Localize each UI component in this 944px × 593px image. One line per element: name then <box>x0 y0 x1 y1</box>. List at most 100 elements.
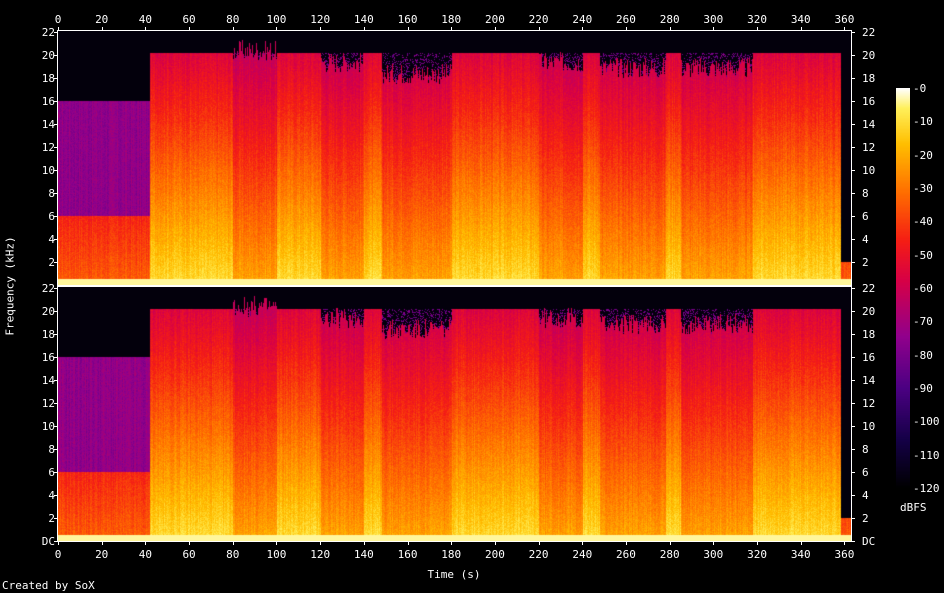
x-tick-mark <box>757 27 759 30</box>
y-tick-mark <box>54 402 57 404</box>
x-tick-label-top: 360 <box>834 13 855 26</box>
x-tick-label-bottom: 360 <box>834 548 855 561</box>
y-tick-mark <box>54 238 57 240</box>
y-tick-mark <box>54 310 57 312</box>
y-tick-mark <box>54 287 57 289</box>
y-tick-mark <box>54 379 57 381</box>
colorbar-tick-label: -120 <box>913 482 940 495</box>
x-tick-mark <box>800 27 802 30</box>
x-tick-label-top: 240 <box>572 13 593 26</box>
y-tick-label-left: 4 <box>48 232 55 246</box>
y-tick-mark <box>852 517 855 519</box>
y-tick-mark <box>54 333 57 335</box>
y-tick-mark <box>852 54 855 56</box>
y-tick-label-left: 10 <box>41 419 55 433</box>
x-tick-mark <box>363 27 365 30</box>
y-tick-label-right: 18 <box>862 71 876 85</box>
y-tick-label-right: 4 <box>862 232 869 246</box>
x-tick-mark <box>582 542 584 545</box>
y-tick-mark <box>852 356 855 358</box>
x-tick-mark <box>451 27 453 30</box>
y-tick-mark <box>852 215 855 217</box>
colorbar <box>896 88 910 488</box>
x-tick-mark <box>58 542 59 545</box>
x-tick-label-bottom: 320 <box>747 548 767 561</box>
y-tick-mark <box>852 192 855 194</box>
y-tick-mark <box>852 310 855 312</box>
x-tick-label-bottom: 140 <box>353 548 374 561</box>
x-tick-label-top: 0 <box>54 13 62 26</box>
y-tick-label-left: 16 <box>41 94 55 108</box>
y-tick-mark <box>852 169 855 171</box>
x-tick-mark <box>844 542 846 545</box>
y-tick-mark <box>54 123 57 125</box>
x-tick-mark <box>101 542 103 545</box>
y-tick-mark <box>54 517 57 519</box>
y-tick-label-left: 22 <box>41 25 55 39</box>
y-tick-mark <box>852 77 855 79</box>
x-tick-mark <box>713 542 715 545</box>
x-tick-label-top: 340 <box>790 13 811 26</box>
x-tick-label-bottom: 100 <box>266 548 287 561</box>
y-tick-mark <box>54 541 57 542</box>
y-tick-label-right: 4 <box>862 488 869 502</box>
y-tick-label-right: 22 <box>862 25 876 39</box>
x-tick-mark <box>800 542 802 545</box>
x-tick-label-top: 140 <box>353 13 374 26</box>
y-tick-label-right: 6 <box>862 465 869 479</box>
colorbar-tick-label: -70 <box>913 315 933 329</box>
colorbar-tick-label: -60 <box>913 282 933 295</box>
y-tick-label-right: 20 <box>862 48 876 62</box>
x-tick-label-bottom: 280 <box>659 548 680 561</box>
y-tick-mark <box>54 425 57 427</box>
y-tick-label-right: 8 <box>862 186 869 200</box>
colorbar-tick-label: -100 <box>913 415 940 429</box>
x-tick-mark <box>145 542 147 545</box>
y-tick-label-right: 2 <box>862 511 869 525</box>
x-tick-mark <box>58 27 59 30</box>
y-tick-label-left: 14 <box>41 117 55 131</box>
y-tick-mark <box>54 192 57 194</box>
y-tick-label-left: 2 <box>48 511 55 525</box>
x-tick-label-bottom: 180 <box>441 548 462 561</box>
x-tick-label-top: 160 <box>397 13 418 26</box>
y-tick-mark <box>54 77 57 79</box>
x-tick-label-bottom: 220 <box>528 548 549 561</box>
x-tick-mark <box>451 542 453 545</box>
x-tick-label-bottom: 120 <box>310 548 331 561</box>
y-tick-label-right: 14 <box>862 117 876 131</box>
y-tick-mark <box>852 100 855 102</box>
x-tick-mark <box>189 27 191 30</box>
y-tick-label-left: 10 <box>41 163 55 177</box>
x-tick-mark <box>407 27 409 30</box>
y-tick-mark <box>852 238 855 240</box>
y-tick-label-left: 4 <box>48 488 55 502</box>
x-tick-mark <box>757 542 759 545</box>
y-tick-mark <box>54 54 57 56</box>
x-tick-label-top: 60 <box>182 13 196 26</box>
y-tick-mark <box>852 287 855 289</box>
x-tick-mark <box>407 542 409 545</box>
y-tick-label-right: DC <box>862 535 876 548</box>
x-tick-label-top: 180 <box>441 13 462 26</box>
colorbar-tick-label: -90 <box>913 382 933 395</box>
x-tick-label-top: 320 <box>747 13 767 26</box>
y-tick-label-left: 6 <box>48 465 55 479</box>
colorbar-tick-label: -20 <box>913 148 933 162</box>
y-tick-mark <box>54 261 57 263</box>
y-tick-mark <box>852 494 855 496</box>
x-tick-label-bottom: 260 <box>616 548 636 561</box>
y-tick-label-left: 2 <box>48 255 55 269</box>
credit-text: Created by SoX <box>2 579 95 592</box>
spectrogram-channel-2 <box>57 286 852 542</box>
y-tick-label-right: 8 <box>862 442 869 456</box>
x-tick-mark <box>669 27 671 30</box>
colorbar-tick-label: -30 <box>913 182 933 195</box>
y-tick-mark <box>54 494 57 496</box>
y-tick-label-right: 14 <box>862 373 876 387</box>
colorbar-tick-label: -80 <box>913 348 933 362</box>
y-tick-mark <box>54 215 57 217</box>
y-tick-mark <box>54 146 57 148</box>
x-tick-label-top: 20 <box>95 13 109 26</box>
x-tick-mark <box>669 542 671 545</box>
